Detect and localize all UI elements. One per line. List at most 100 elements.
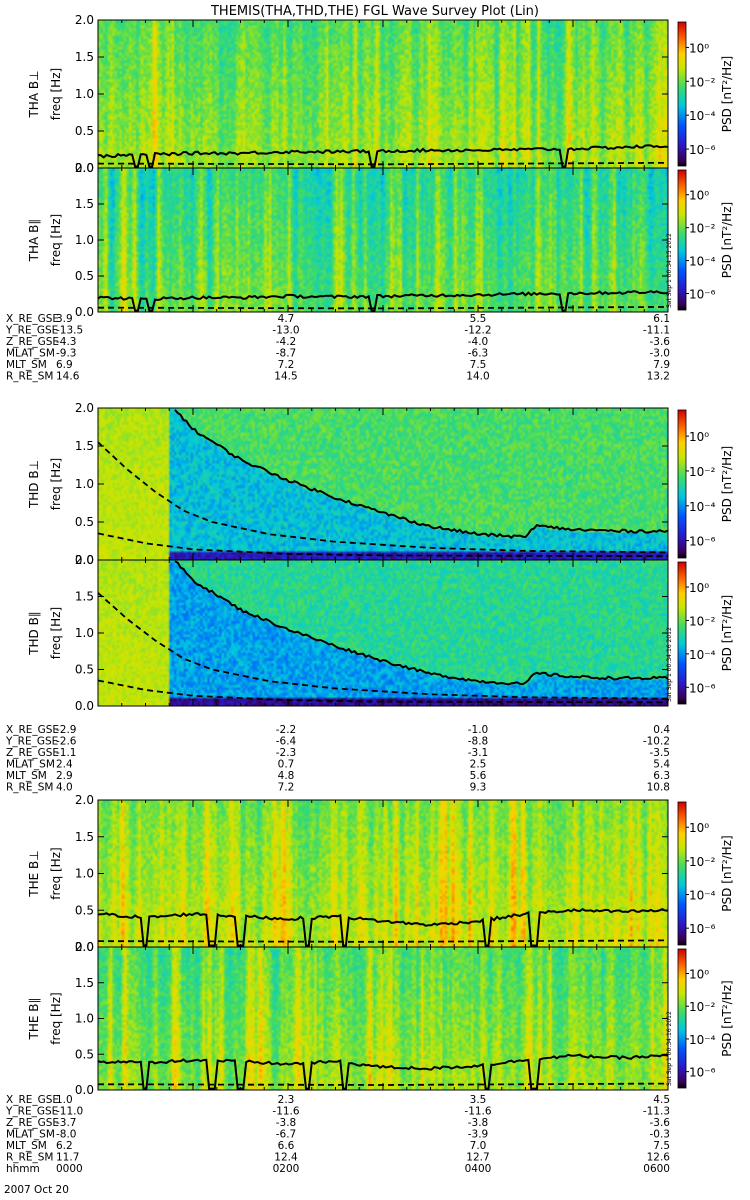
colorbar-tick-label: 10⁻⁶ bbox=[689, 922, 716, 936]
ephemeris-label: MLT_SM bbox=[6, 770, 47, 782]
ephemeris-label: X_RE_GSE bbox=[6, 724, 59, 736]
ephemeris-value: 7.5 bbox=[653, 1140, 670, 1152]
ephemeris-value: -4.2 bbox=[276, 336, 297, 348]
ephemeris-value: 13.2 bbox=[647, 371, 670, 383]
ytick-label: 2.0 bbox=[75, 940, 94, 954]
ytick-label: 0.0 bbox=[75, 1083, 94, 1097]
ephemeris-value: -0.3 bbox=[650, 1129, 671, 1141]
freq-axis-label: freq [Hz] bbox=[49, 992, 63, 1044]
ytick-label: 0.5 bbox=[75, 663, 94, 677]
ephemeris-value: -3.8 bbox=[276, 1117, 297, 1129]
colorbar-label: PSD [nT²/Hz] bbox=[720, 980, 734, 1056]
colorbar-tick-label: 10⁰ bbox=[689, 430, 709, 444]
ephemeris-value: 0200 bbox=[273, 1163, 300, 1175]
ephemeris-value: 0.4 bbox=[653, 724, 670, 736]
ephemeris-label: Y_RE_GSE bbox=[5, 1106, 58, 1118]
ephemeris-value: -10.2 bbox=[643, 736, 670, 748]
ephemeris-label: MLT_SM bbox=[6, 359, 47, 371]
spectrogram-panel-1: 0.0 0.5 1.0 1.5 2.0 THA B⊥ freq [Hz] 10⁰ 10⁻² 10⁻… bbox=[27, 13, 734, 175]
ephemeris-value: 14.5 bbox=[274, 371, 297, 383]
ephemeris-value: 2.4 bbox=[56, 759, 73, 771]
colorbar-tick-label: 10⁻⁴ bbox=[689, 109, 716, 123]
colorbar-tick-label: 10⁻⁴ bbox=[689, 889, 716, 903]
spectrogram-panel-2: 0.0 0.5 1.0 1.5 2.0 THA B∥ freq [Hz] 10⁰ 10⁻² 10⁻… bbox=[27, 161, 734, 319]
ephemeris-label: Z_RE_GSE bbox=[6, 747, 59, 759]
ytick-label: 1.5 bbox=[75, 197, 94, 211]
ephemeris-label: Y_RE_GSE bbox=[5, 325, 58, 337]
colorbar bbox=[677, 169, 687, 311]
solid-trace bbox=[97, 144, 669, 168]
ephemeris-value: 0000 bbox=[56, 1163, 83, 1175]
dashed-trace bbox=[97, 592, 669, 700]
ephemeris-value: 0.7 bbox=[278, 759, 295, 771]
solid-trace bbox=[97, 907, 669, 947]
ephemeris-value: 0600 bbox=[643, 1163, 670, 1175]
spectrogram-image bbox=[98, 800, 668, 947]
ytick-label: 0.0 bbox=[75, 305, 94, 319]
ephemeris-value: -4.3 bbox=[56, 336, 77, 348]
ephemeris-value: 12.7 bbox=[466, 1152, 489, 1164]
ytick-label: 1.0 bbox=[75, 87, 94, 101]
colorbar-tick-label: 10⁻⁶ bbox=[689, 143, 716, 157]
ephemeris-value: 2.9 bbox=[56, 770, 73, 782]
ephemeris-value: -3.1 bbox=[468, 747, 489, 759]
ephemeris-value: 5.6 bbox=[470, 770, 487, 782]
colorbar-tick-label: 10⁻² bbox=[689, 1000, 716, 1014]
ytick-label: 1.5 bbox=[75, 976, 94, 990]
colorbar bbox=[677, 801, 687, 946]
colorbar-tick-label: 10⁻⁶ bbox=[689, 535, 716, 549]
ephemeris-value: 6.1 bbox=[653, 313, 670, 325]
ephemeris-value: 12.4 bbox=[274, 1152, 298, 1164]
ephemeris-value: -2.2 bbox=[276, 724, 297, 736]
ephemeris-label: MLAT_SM bbox=[6, 1129, 55, 1141]
ephemeris-value: -3.8 bbox=[468, 1117, 489, 1129]
colorbar-tick-label: 10⁰ bbox=[689, 821, 709, 835]
timestamp-stamp: Sat Sep 1 00:34:16 2012 bbox=[666, 1011, 673, 1086]
ephemeris-value: 6.3 bbox=[653, 770, 670, 782]
ytick-label: 0.5 bbox=[75, 269, 94, 283]
colorbar-tick-label: 10⁻² bbox=[689, 222, 716, 236]
ephemeris-table-2: X_RE_GSE-2.9 -2.2 -1.0 0.4Y_RE_GSE-2.6 -6.4-… bbox=[5, 724, 670, 794]
freq-axis-label: freq [Hz] bbox=[49, 68, 63, 120]
ephemeris-label: Z_RE_GSE bbox=[6, 336, 59, 348]
ephemeris-value: 4.7 bbox=[278, 313, 295, 325]
ephemeris-value: 4.5 bbox=[653, 1094, 670, 1106]
ephemeris-value: 4.0 bbox=[56, 782, 73, 794]
ytick-label: 2.0 bbox=[75, 401, 94, 415]
ephemeris-value: 0400 bbox=[465, 1163, 492, 1175]
ephemeris-value: 7.2 bbox=[278, 359, 295, 371]
ephemeris-value: -6.3 bbox=[468, 348, 489, 360]
ephemeris-value: 3.9 bbox=[56, 313, 73, 325]
ephemeris-value: 5.5 bbox=[470, 313, 487, 325]
ephemeris-value: -3.0 bbox=[650, 348, 671, 360]
ytick-label: 1.0 bbox=[75, 233, 94, 247]
colorbar-tick-label: 10⁻⁴ bbox=[689, 255, 716, 269]
ephemeris-value: -2.3 bbox=[276, 747, 297, 759]
ytick-label: 1.5 bbox=[75, 830, 94, 844]
probe-label: THA B∥ bbox=[27, 219, 41, 263]
colorbar-tick-label: 10⁻⁴ bbox=[689, 1033, 716, 1047]
ytick-label: 2.0 bbox=[75, 793, 94, 807]
ephemeris-value: -8.0 bbox=[56, 1129, 77, 1141]
spectrogram-image bbox=[98, 947, 668, 1090]
ytick-label: 0.0 bbox=[75, 553, 94, 567]
ephemeris-label: X_RE_GSE bbox=[6, 313, 59, 325]
freq-axis-label: freq [Hz] bbox=[49, 458, 63, 510]
ytick-label: 2.0 bbox=[75, 13, 94, 27]
ytick-label: 0.0 bbox=[75, 161, 94, 175]
ephemeris-value: 7.2 bbox=[278, 782, 295, 794]
spectrogram-image bbox=[98, 408, 668, 560]
ytick-label: 1.0 bbox=[75, 477, 94, 491]
colorbar-tick-label: 10⁻⁶ bbox=[689, 681, 716, 695]
probe-label: THD B⊥ bbox=[27, 460, 41, 509]
colorbar bbox=[677, 409, 687, 559]
ephemeris-value: 9.3 bbox=[470, 782, 487, 794]
ephemeris-value: -11.6 bbox=[464, 1106, 491, 1118]
ephemeris-value: -11.3 bbox=[643, 1106, 670, 1118]
probe-label: THE B∥ bbox=[27, 998, 41, 1041]
probe-label: THA B⊥ bbox=[27, 70, 41, 118]
ephemeris-value: 1.0 bbox=[56, 1094, 73, 1106]
colorbar-tick-label: 10⁻² bbox=[689, 75, 716, 89]
ephemeris-value: -3.9 bbox=[468, 1129, 489, 1141]
freq-axis-label: freq [Hz] bbox=[49, 607, 63, 659]
